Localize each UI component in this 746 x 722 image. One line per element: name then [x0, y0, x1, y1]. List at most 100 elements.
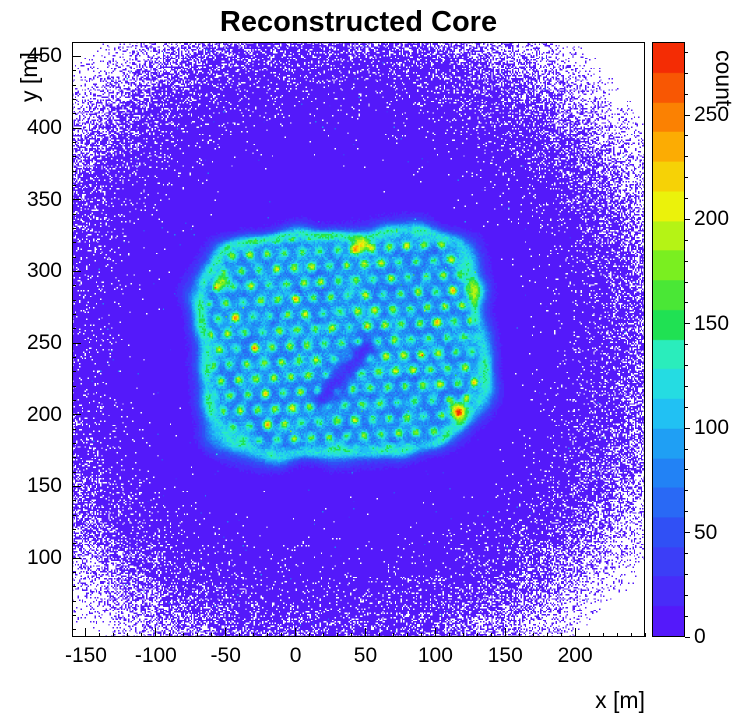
y-major-tick: [72, 270, 81, 272]
colorbar-minor-tick: [685, 156, 688, 158]
colorbar-tick-label: 0: [694, 625, 706, 648]
colorbar-major-tick: [685, 532, 690, 534]
x-major-tick: [504, 628, 506, 637]
x-major-tick: [295, 628, 297, 637]
x-axis-title: x [m]: [595, 687, 645, 713]
colorbar-minor-tick: [685, 573, 688, 575]
colorbar-major-tick: [685, 427, 690, 429]
x-tick-label: 100: [417, 644, 453, 667]
x-minor-tick: [239, 633, 241, 637]
y-minor-tick: [72, 428, 76, 430]
y-minor-tick: [72, 299, 76, 301]
y-major-tick: [72, 414, 81, 416]
y-major-tick: [72, 55, 81, 57]
x-minor-tick: [644, 633, 646, 637]
y-major-tick: [72, 342, 81, 344]
y-tick-label: 250: [26, 331, 62, 355]
colorbar-minor-tick: [685, 177, 688, 179]
y-minor-tick: [72, 70, 76, 72]
y-minor-tick: [72, 356, 76, 358]
x-tick-label: -150: [64, 644, 107, 667]
colorbar-minor-tick: [685, 406, 688, 408]
x-minor-tick: [309, 633, 311, 637]
x-major-tick: [434, 628, 436, 637]
x-minor-tick: [392, 633, 394, 637]
colorbar-canvas: [653, 43, 684, 636]
y-major-tick: [72, 199, 81, 201]
x-major-tick: [155, 628, 157, 637]
colorbar-major-tick: [685, 114, 690, 116]
x-tick-label: -50: [210, 644, 241, 667]
colorbar-minor-tick: [685, 93, 688, 95]
y-major-tick: [72, 557, 81, 559]
y-minor-tick: [72, 471, 76, 473]
x-tick-label: 200: [557, 644, 593, 667]
y-tick-label: 400: [26, 116, 62, 140]
x-minor-tick: [197, 633, 199, 637]
y-minor-tick: [72, 614, 76, 616]
y-minor-tick: [72, 113, 76, 115]
y-minor-tick: [72, 227, 76, 229]
y-minor-tick: [72, 543, 76, 545]
y-minor-tick: [72, 399, 76, 401]
colorbar-minor-tick: [685, 511, 688, 513]
x-minor-tick: [490, 633, 492, 637]
x-minor-tick: [281, 633, 283, 637]
colorbar-tick-label: 150: [694, 311, 730, 335]
y-minor-tick: [72, 84, 76, 86]
y-tick-label: 100: [26, 546, 62, 570]
x-minor-tick: [630, 633, 632, 637]
x-minor-tick: [337, 633, 339, 637]
y-minor-tick: [72, 213, 76, 215]
y-minor-tick: [72, 328, 76, 330]
y-major-tick: [72, 127, 81, 129]
x-major-tick: [574, 628, 576, 637]
x-minor-tick: [448, 633, 450, 637]
y-minor-tick: [72, 285, 76, 287]
y-minor-tick: [72, 629, 76, 631]
x-minor-tick: [602, 633, 604, 637]
y-minor-tick: [72, 385, 76, 387]
x-minor-tick: [462, 633, 464, 637]
y-minor-tick: [72, 600, 76, 602]
x-minor-tick: [267, 633, 269, 637]
y-minor-tick: [72, 41, 76, 43]
x-minor-tick: [476, 633, 478, 637]
x-tick-label: -100: [134, 644, 177, 667]
y-tick-label: 350: [26, 187, 62, 211]
colorbar-minor-tick: [685, 239, 688, 241]
x-minor-tick: [71, 633, 73, 637]
colorbar-major-tick: [685, 323, 690, 325]
colorbar-minor-tick: [685, 469, 688, 471]
x-major-tick: [85, 628, 87, 637]
colorbar: [652, 42, 685, 637]
y-tick-label: 150: [26, 474, 62, 498]
colorbar-minor-tick: [685, 448, 688, 450]
x-minor-tick: [518, 633, 520, 637]
x-minor-tick: [546, 633, 548, 637]
colorbar-minor-tick: [685, 135, 688, 137]
y-minor-tick: [72, 514, 76, 516]
x-minor-tick: [532, 633, 534, 637]
x-major-tick: [225, 628, 227, 637]
colorbar-tick-label: 50: [694, 520, 718, 544]
colorbar-title: count: [711, 50, 737, 107]
heatmap-canvas: [72, 42, 645, 637]
x-tick-label: 0: [289, 644, 302, 667]
y-minor-tick: [72, 141, 76, 143]
x-minor-tick: [323, 633, 325, 637]
y-minor-tick: [72, 256, 76, 258]
x-minor-tick: [253, 633, 255, 637]
colorbar-minor-tick: [685, 615, 688, 617]
colorbar-tick-label: 100: [694, 416, 730, 440]
y-minor-tick: [72, 371, 76, 373]
x-minor-tick: [351, 633, 352, 637]
y-minor-tick: [72, 442, 76, 444]
y-tick-label: 450: [26, 44, 62, 68]
x-minor-tick: [588, 633, 590, 637]
x-minor-tick: [420, 633, 422, 637]
x-minor-tick: [99, 633, 101, 637]
y-minor-tick: [72, 457, 76, 459]
x-minor-tick: [406, 633, 408, 637]
